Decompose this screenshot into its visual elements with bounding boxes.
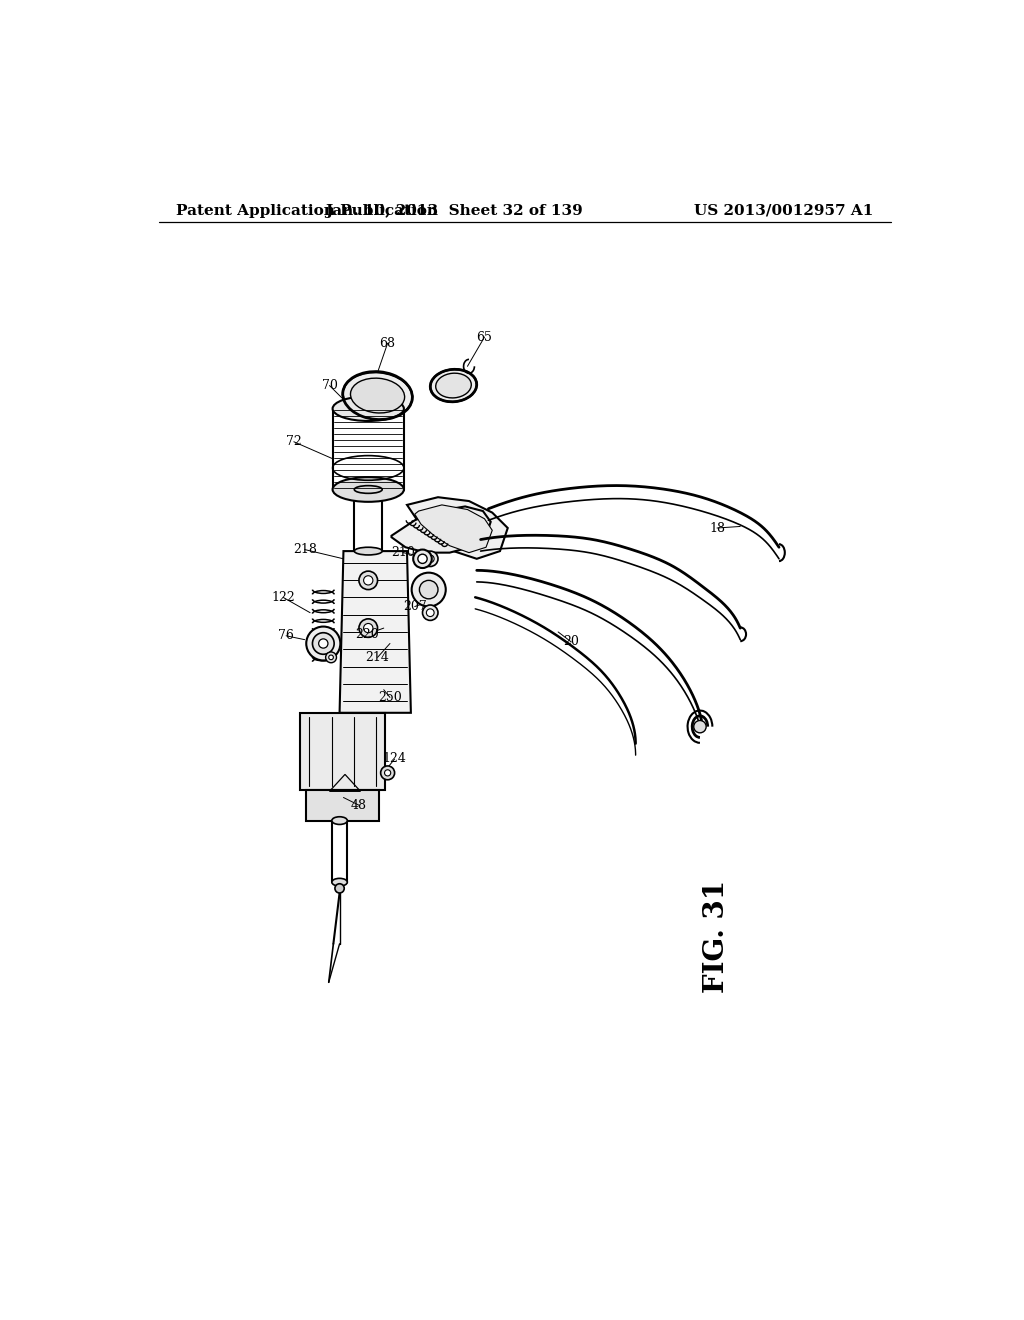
Circle shape xyxy=(312,632,334,655)
Text: 124: 124 xyxy=(383,752,407,766)
Ellipse shape xyxy=(332,878,347,886)
Polygon shape xyxy=(306,789,379,821)
Circle shape xyxy=(693,721,707,733)
Circle shape xyxy=(426,609,434,616)
Circle shape xyxy=(318,639,328,648)
Circle shape xyxy=(335,884,344,892)
Text: 72: 72 xyxy=(286,436,302,449)
Ellipse shape xyxy=(333,396,403,421)
Ellipse shape xyxy=(354,486,382,494)
Text: 214: 214 xyxy=(366,651,389,664)
Text: 76: 76 xyxy=(279,630,294,643)
Circle shape xyxy=(414,549,432,568)
Polygon shape xyxy=(340,552,411,713)
Ellipse shape xyxy=(354,548,382,554)
Text: 18: 18 xyxy=(709,521,725,535)
Circle shape xyxy=(381,766,394,780)
Text: FIG. 31: FIG. 31 xyxy=(703,879,730,993)
Polygon shape xyxy=(415,506,493,553)
Circle shape xyxy=(359,572,378,590)
Circle shape xyxy=(329,655,334,660)
Ellipse shape xyxy=(332,817,347,825)
Circle shape xyxy=(420,581,438,599)
Ellipse shape xyxy=(350,378,404,413)
Text: Patent Application Publication: Patent Application Publication xyxy=(176,203,438,218)
Circle shape xyxy=(385,770,391,776)
Text: 68: 68 xyxy=(380,337,395,350)
Text: 218: 218 xyxy=(293,543,316,556)
Text: 250: 250 xyxy=(378,690,401,704)
Text: 122: 122 xyxy=(271,591,295,603)
Circle shape xyxy=(364,623,373,632)
Polygon shape xyxy=(300,713,385,789)
Circle shape xyxy=(326,652,337,663)
Text: 70: 70 xyxy=(322,379,338,392)
Circle shape xyxy=(364,576,373,585)
Ellipse shape xyxy=(333,477,403,502)
Text: 220: 220 xyxy=(355,628,379,640)
Circle shape xyxy=(412,573,445,607)
Ellipse shape xyxy=(430,370,477,401)
Text: 65: 65 xyxy=(476,330,493,343)
Text: Jan. 10, 2013  Sheet 32 of 139: Jan. 10, 2013 Sheet 32 of 139 xyxy=(325,203,583,218)
Text: 20: 20 xyxy=(563,635,580,648)
Text: 48: 48 xyxy=(351,799,367,812)
Circle shape xyxy=(359,619,378,638)
Polygon shape xyxy=(391,507,490,553)
Circle shape xyxy=(423,552,438,566)
Ellipse shape xyxy=(343,372,413,418)
Text: US 2013/0012957 A1: US 2013/0012957 A1 xyxy=(694,203,873,218)
Text: 207: 207 xyxy=(402,601,427,612)
Text: 210: 210 xyxy=(391,546,415,560)
Circle shape xyxy=(306,627,340,660)
Circle shape xyxy=(426,554,434,562)
Polygon shape xyxy=(407,498,508,558)
Circle shape xyxy=(423,605,438,620)
Ellipse shape xyxy=(435,374,471,397)
Circle shape xyxy=(418,554,427,564)
